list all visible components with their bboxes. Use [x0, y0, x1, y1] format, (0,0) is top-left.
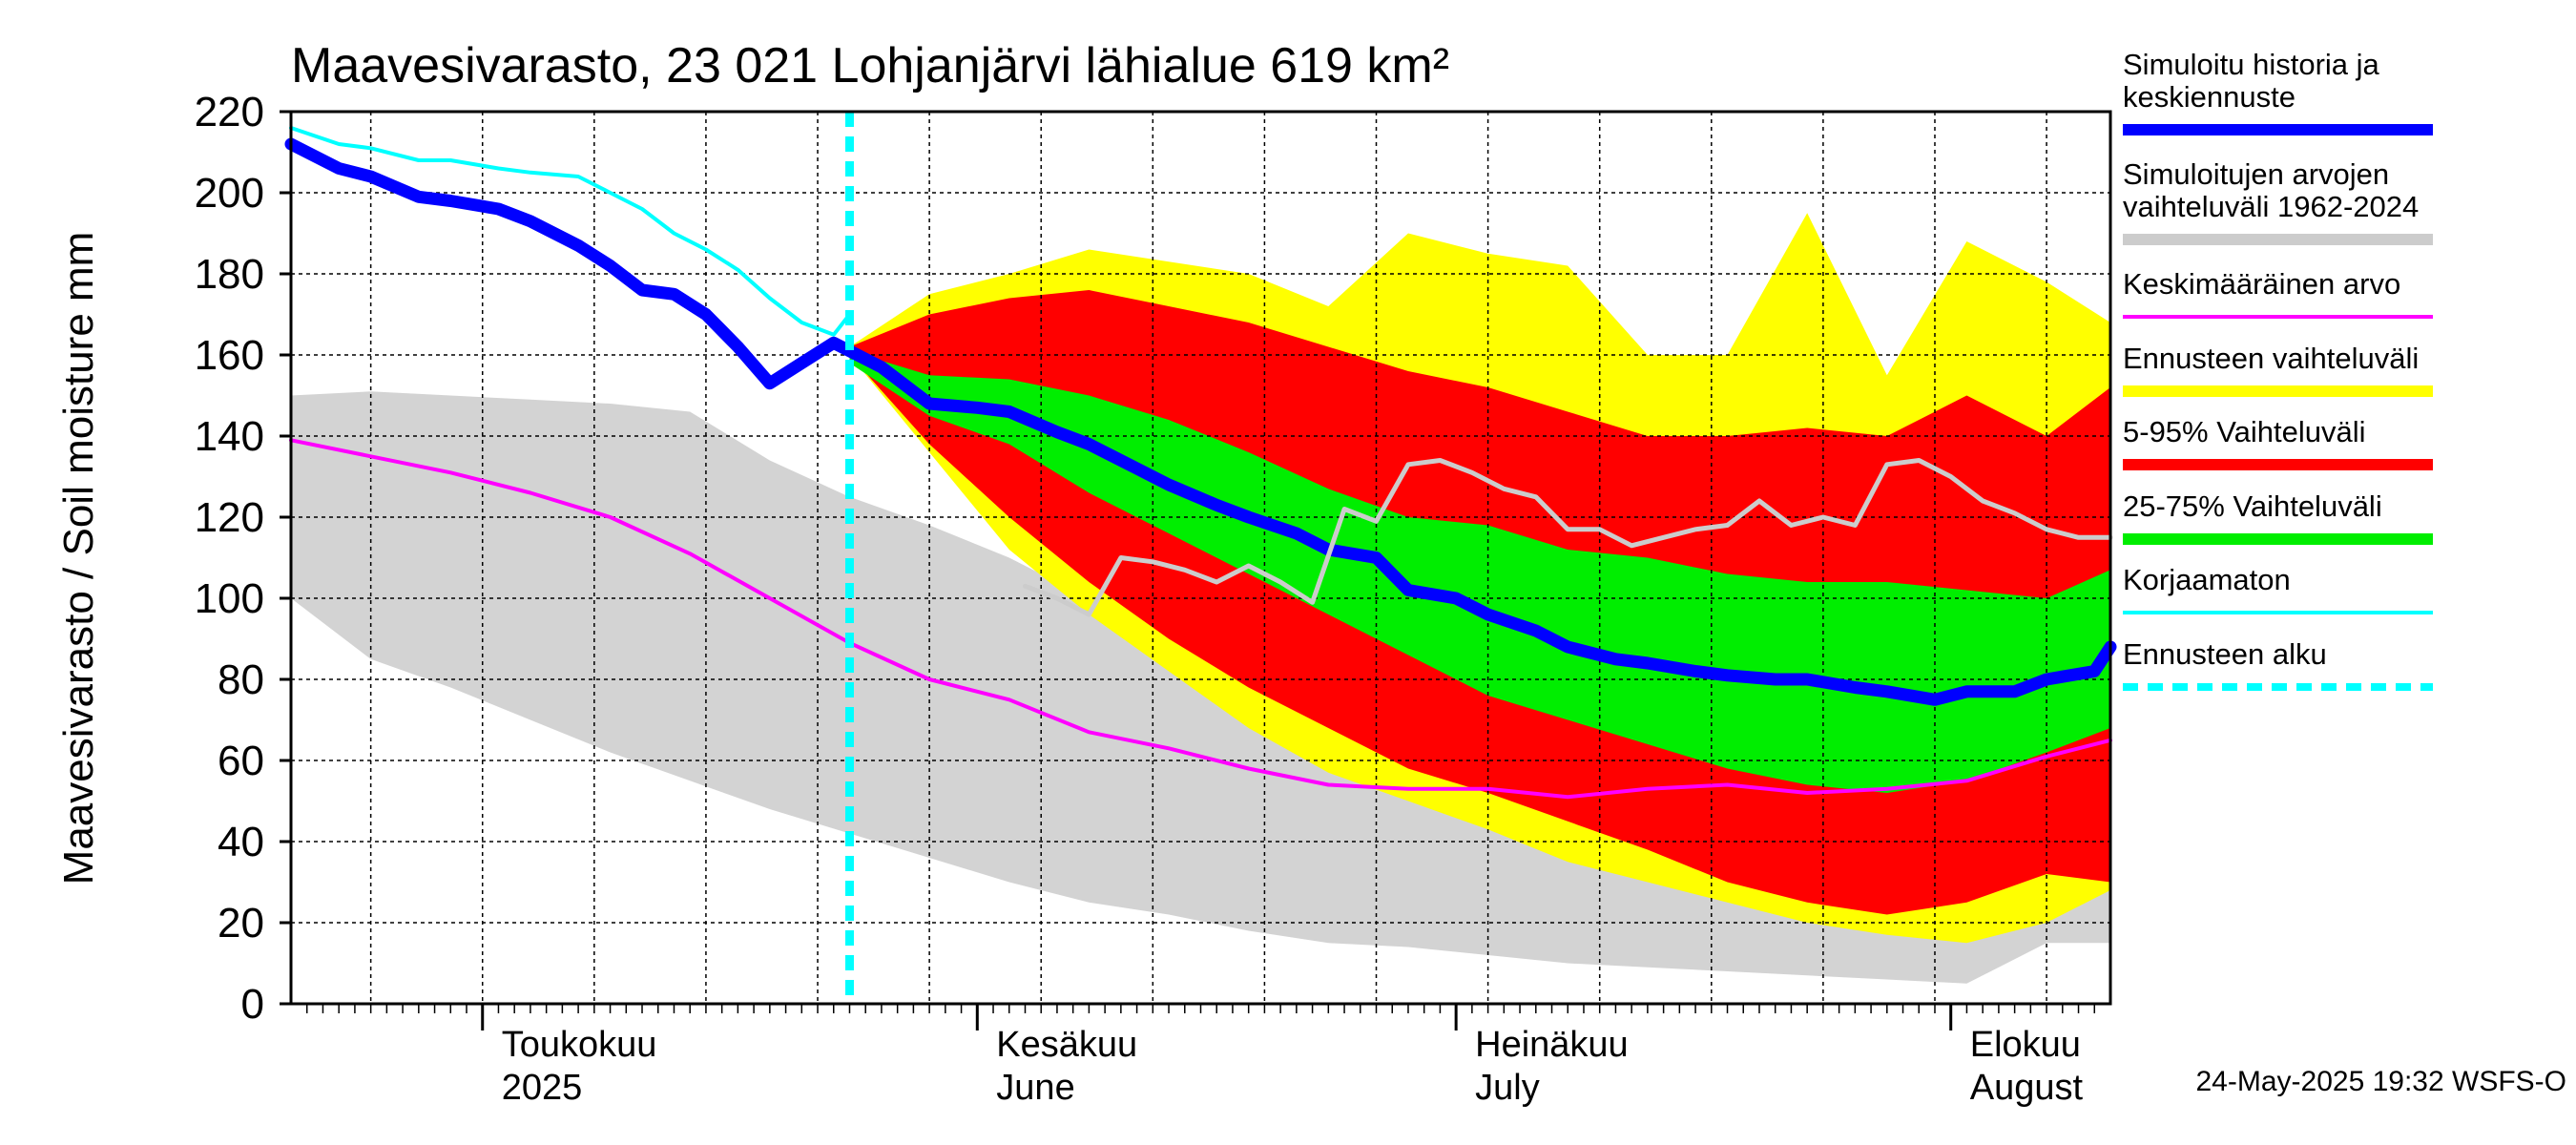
month-label-line1: Kesäkuu	[996, 1025, 1137, 1065]
legend-label: Ennusteen vaihteluväli	[2123, 342, 2419, 375]
y-axis-label: Maavesivarasto / Soil moisture mm	[55, 232, 102, 885]
y-tick-label: 20	[218, 900, 264, 947]
month-label-line1: Toukokuu	[502, 1025, 657, 1065]
month-label-line2: June	[996, 1068, 1074, 1108]
legend-label: Simuloitu historia ja	[2123, 48, 2380, 81]
line-layer	[284, 112, 2117, 1004]
y-tick-label: 100	[195, 575, 264, 622]
legend-label: keskiennuste	[2123, 80, 2296, 114]
y-tick-label: 120	[195, 494, 264, 541]
month-label-line1: Heinäkuu	[1475, 1025, 1629, 1065]
legend-label: Keskimääräinen arvo	[2123, 267, 2400, 301]
series-line-3	[284, 137, 2117, 706]
legend-label: Korjaamaton	[2123, 563, 2291, 596]
y-tick-label: 40	[218, 819, 264, 865]
legend-label: Ennusteen alku	[2123, 637, 2327, 671]
y-tick-label: 80	[218, 656, 264, 703]
y-tick-label: 200	[195, 170, 264, 217]
y-tick-label: 60	[218, 738, 264, 784]
legend-label: Simuloitujen arvojen	[2123, 157, 2389, 191]
footer-timestamp: 24-May-2025 19:32 WSFS-O	[2196, 1066, 2567, 1097]
legend-label: 25-75% Vaihteluväli	[2123, 489, 2382, 523]
month-label-line2: July	[1475, 1068, 1540, 1108]
y-tick-label: 0	[241, 981, 264, 1028]
y-tick-label: 220	[195, 89, 264, 135]
month-label-line2: August	[1970, 1068, 2084, 1108]
legend-label: 5-95% Vaihteluväli	[2123, 415, 2365, 448]
legend-label: vaihteluväli 1962-2024	[2123, 190, 2419, 223]
series-line-4	[1023, 458, 2113, 617]
series-line-1	[289, 438, 2112, 800]
chart-title: Maavesivarasto, 23 021 Lohjanjärvi lähia…	[291, 38, 1449, 94]
axes-layer: 0 20 40 60 80 100 120 140 160 180 200 220 Toukokuu20…	[195, 89, 2112, 1108]
y-tick-label: 160	[195, 332, 264, 379]
y-tick-label: 140	[195, 413, 264, 460]
month-label-line1: Elokuu	[1970, 1025, 2081, 1065]
month-label-line2: 2025	[502, 1068, 583, 1108]
series-line-2	[289, 126, 852, 337]
y-tick-label: 180	[195, 251, 264, 298]
